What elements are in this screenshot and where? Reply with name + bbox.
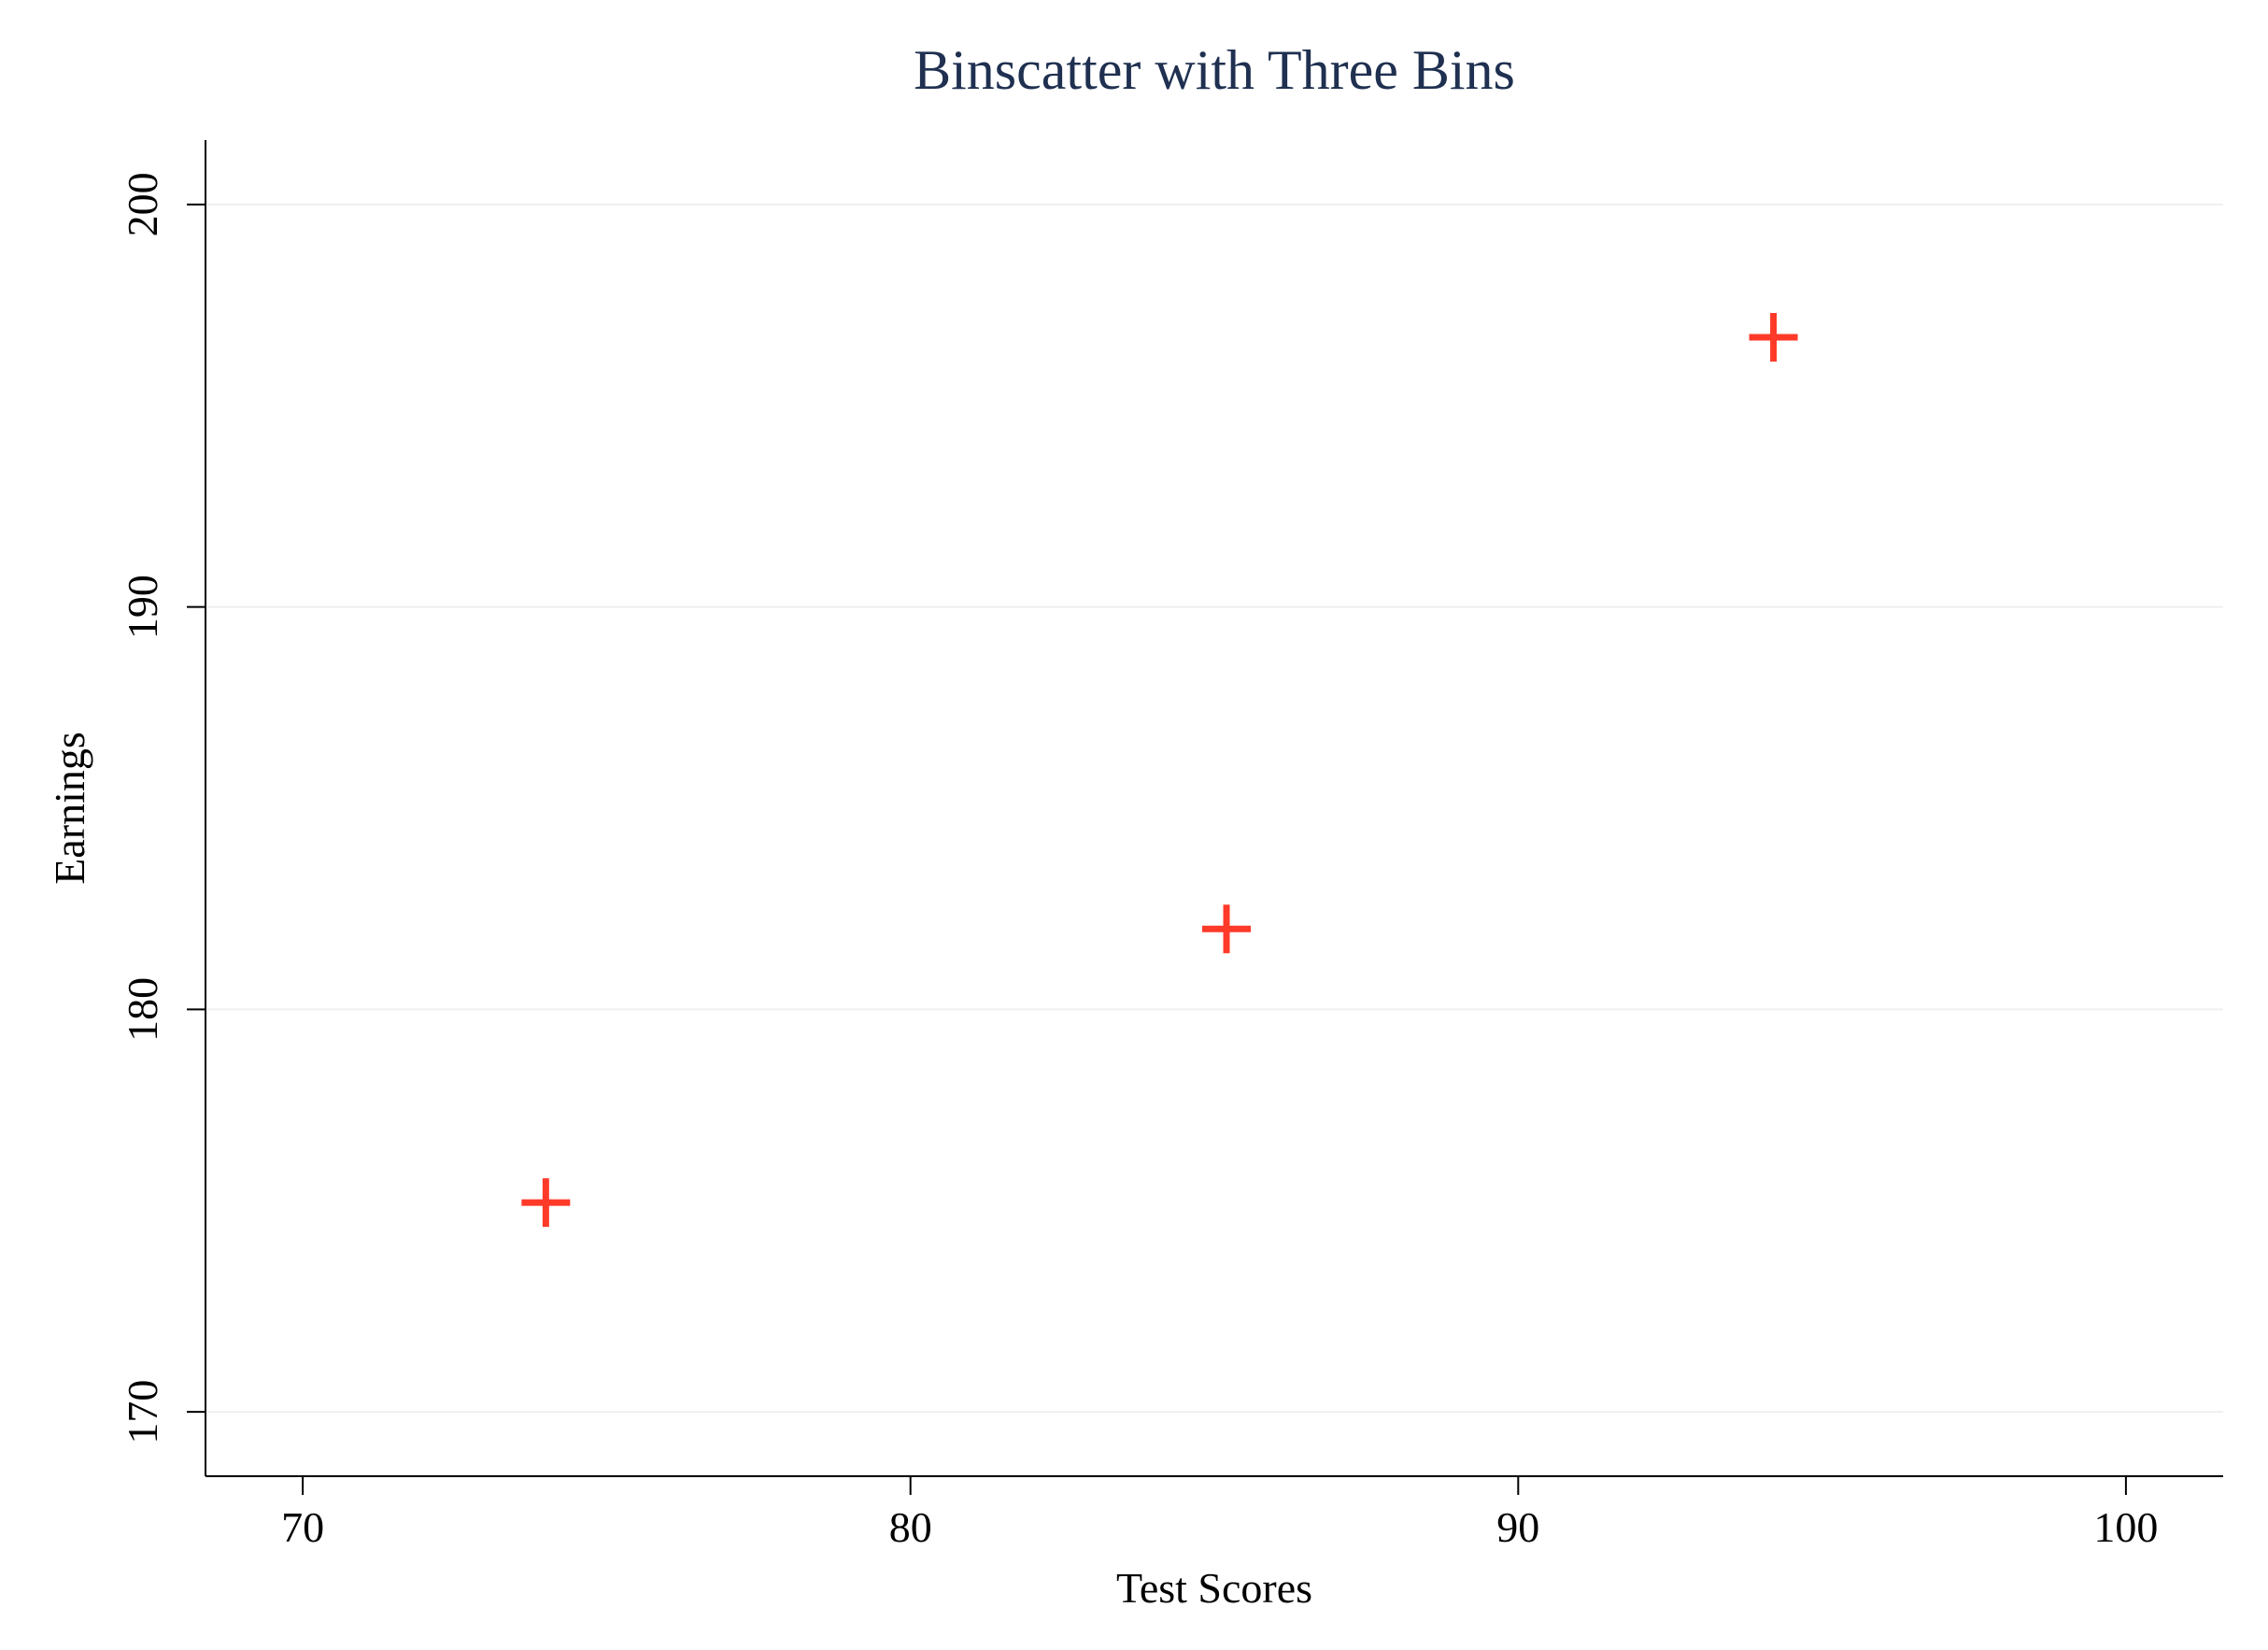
y-axis-label: Earnings [46,732,93,885]
chart-title: Binscatter with Three Bins [914,39,1515,101]
x-tick-label: 100 [2093,1503,2158,1551]
y-tick-label: 200 [119,172,166,236]
chart-container: 70 80 90 100 170 180 190 200 Binscatter with Thr… [0,0,2268,1650]
x-axis-label: Test Scores [1116,1564,1312,1612]
y-tick-label: 190 [119,575,166,639]
chart-background [0,0,2268,1650]
x-tick-label: 80 [889,1503,932,1551]
y-tick-label: 170 [119,1380,166,1444]
y-tick-label: 180 [119,977,166,1042]
x-tick-label: 90 [1496,1503,1539,1551]
scatter-chart: 70 80 90 100 170 180 190 200 Binscatter with Thr… [0,0,2268,1650]
x-tick-label: 70 [281,1503,324,1551]
